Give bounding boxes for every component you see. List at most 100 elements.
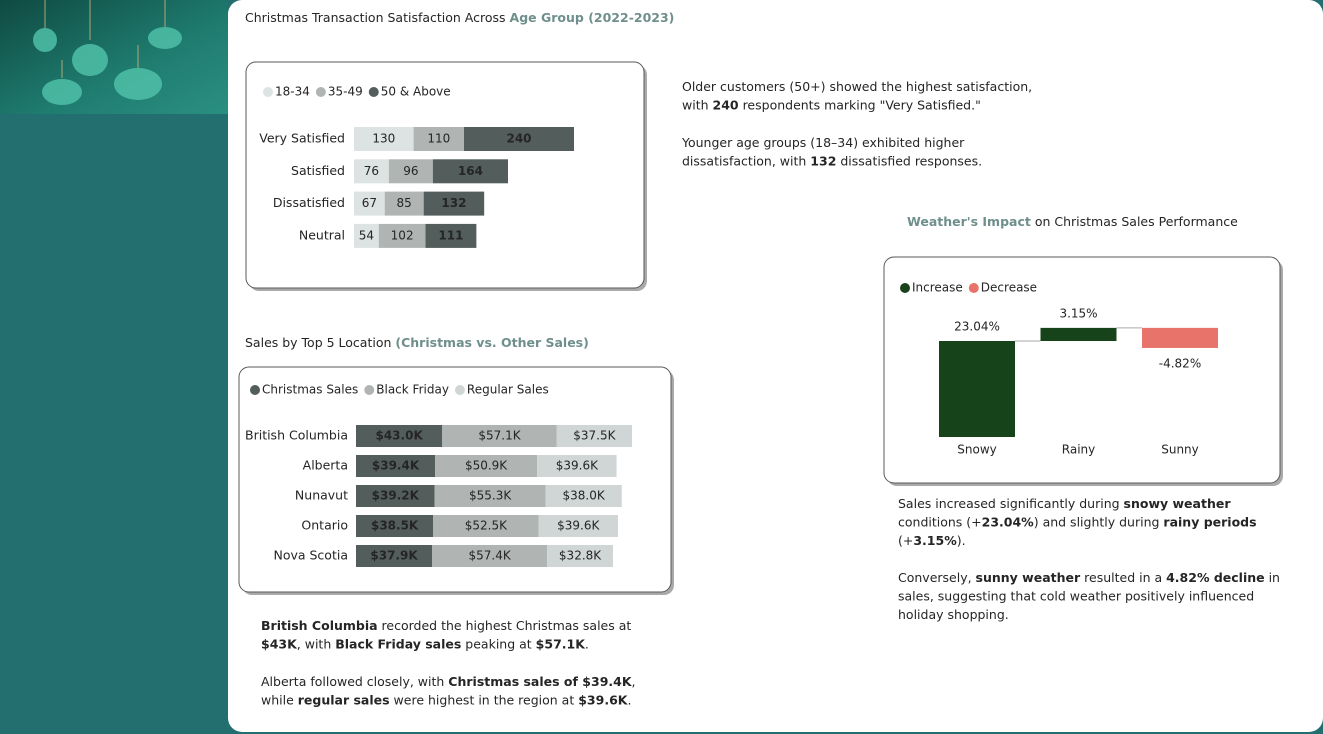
waterfall-bar [1142,327,1218,348]
text-segment: Conversely, [898,570,976,585]
bar-segment [356,515,434,537]
chart-title: Weather's Impact on Christmas Sales Perf… [907,214,1238,229]
data-label: 67 [362,196,377,210]
data-label: 164 [458,164,483,178]
bold-segment: $57.1K [536,636,587,651]
category-label: Nunavut [295,488,348,503]
bar-segment [423,191,485,216]
data-label: -4.82% [1159,356,1201,370]
text-segment: . [627,692,631,707]
data-label: $52.5K [465,519,508,533]
note-line: Younger age groups (18–34) exhibited hig… [681,135,965,150]
legend-label: Black Friday [376,383,449,397]
legend-marker [263,87,273,97]
text-segment: Sales increased significantly during [898,496,1124,511]
bold-segment: 3.15% [913,533,957,548]
text-segment: Alberta followed closely, with [261,674,448,689]
text-segment: on Christmas Sales Performance [1031,214,1238,229]
bar-segment [413,127,464,151]
category-label: British Columbia [245,428,348,443]
text-segment: while [261,692,298,707]
data-label: 76 [364,164,379,178]
bar-segment [433,515,539,537]
bold-segment: 132 [810,153,836,168]
bold-segment: 240 [713,97,739,112]
bold-segment: sunny weather [976,570,1081,585]
category-label: Dissatisfied [273,195,345,210]
legend-marker [968,283,979,293]
data-label: 132 [441,196,466,210]
note-line: while regular sales were highest in the … [261,692,631,707]
bold-segment: 23.04% [982,514,1035,529]
bar-segment [354,191,385,216]
text-segment: (+ [898,533,913,548]
bar-segment [434,485,546,507]
bar-segment [356,425,443,447]
data-label: 3.15% [1059,306,1097,320]
data-label: 54 [359,228,374,242]
text-segment: ). [957,533,966,548]
chart-title: Christmas Transaction Satisfaction Acros… [245,10,674,25]
text-segment: Older customers (50+) showed the highest… [682,79,1032,94]
data-label: $39.6K [557,519,600,533]
legend-label: 50 & Above [381,85,451,99]
bar-segment [545,485,622,507]
legend-label: 35-49 [328,85,363,99]
legend-marker [454,385,465,395]
text-segment: peaking at [461,636,535,651]
text-segment: sales, suggesting that cold weather posi… [898,588,1254,603]
category-label: Satisfied [291,163,345,178]
bar-segment [464,127,574,151]
data-label: 102 [391,228,414,242]
text-segment: dissatisfaction, with [682,153,810,168]
legend-marker [364,385,375,395]
bold-segment: Christmas sales of $39.4K [448,674,633,689]
bar-segment [442,425,557,447]
bold-segment: British Columbia [261,618,378,633]
text-segment: Younger age groups (18–34) exhibited hig… [681,135,965,150]
legend-label: Regular Sales [467,383,549,397]
bold-segment: 4.82% decline [1166,570,1265,585]
data-label: $50.9K [465,459,508,473]
bar-segment [556,425,632,447]
bar-segment [547,545,613,567]
note-line: dissatisfaction, with 132 dissatisfied r… [682,153,982,168]
data-label: $55.3K [469,489,512,503]
data-label: $43.0K [375,429,423,443]
waterfall-bar [939,341,1015,437]
data-label: 240 [506,132,531,146]
data-label: $38.0K [563,489,606,503]
data-label: $39.4K [372,459,420,473]
note-line: $43K, with Black Friday sales peaking at… [261,636,589,651]
bar-segment [378,223,426,248]
data-label: $57.1K [478,429,521,443]
bar-segment [384,191,424,216]
bold-segment: $39.6K [578,692,629,707]
text-segment: holiday shopping. [898,607,1009,622]
note-line: British Columbia recorded the highest Ch… [261,618,631,633]
legend-label: Christmas Sales [262,383,358,397]
text-segment: , [632,674,636,689]
note-line: conditions (+23.04%) and slightly during… [898,514,1257,529]
bar-segment [356,455,436,477]
category-label: Rainy [1062,443,1095,457]
text-segment: dissatisfied responses. [836,153,982,168]
data-label: 23.04% [954,320,1000,334]
bar-segment [354,127,414,151]
bar-segment [432,159,508,184]
text-segment: ) and slightly during [1034,514,1164,529]
ornaments [33,0,182,105]
note-line: sales, suggesting that cold weather posi… [898,588,1254,603]
data-label: 96 [403,164,418,178]
text-segment: were highest in the region at [390,692,579,707]
note-line: with 240 respondents marking "Very Satis… [682,97,981,112]
highlight-segment: Weather's Impact [907,214,1031,229]
legend-marker [250,385,260,395]
category-label: Snowy [957,443,996,457]
text-segment: in [1265,570,1280,585]
text-segment: Sales by Top 5 Location [245,335,395,350]
bar-segment [356,545,433,567]
bar-segment [356,485,435,507]
